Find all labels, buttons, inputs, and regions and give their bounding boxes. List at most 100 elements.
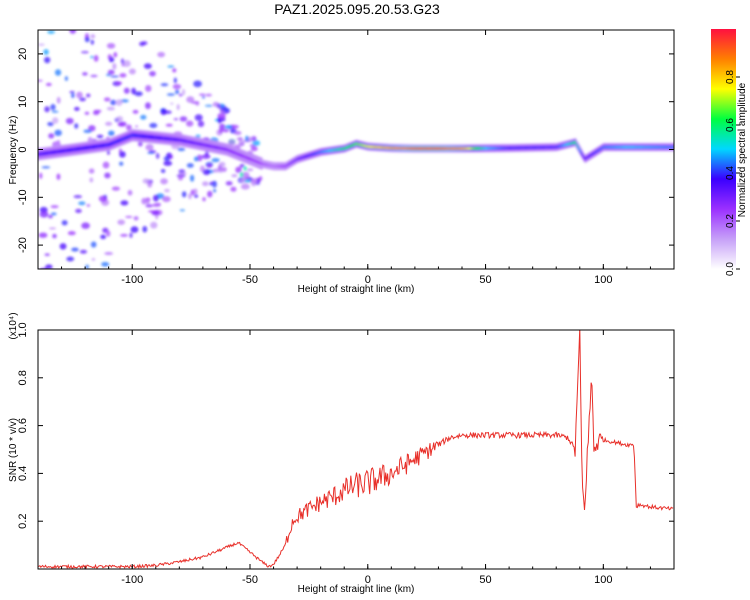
spectrogram-ridge-cell	[270, 164, 273, 167]
spectrogram-cell	[238, 137, 243, 141]
spectrogram-ridge-cell	[176, 137, 178, 142]
colorbar-tick-label: 0.4	[725, 166, 736, 180]
spectrogram-ridge-cell	[341, 147, 344, 151]
spectrogram-cell	[119, 161, 124, 166]
spectrogram-ridge-cell	[144, 134, 147, 139]
spectrogram-ridge-cell	[631, 145, 633, 149]
spectrogram-ridge-cell	[409, 147, 412, 150]
spectrogram-x-ticks: -100 -50 0 50 100	[37, 30, 675, 286]
spectrogram-cell	[96, 134, 104, 139]
spectrogram-ridge-cell	[208, 144, 211, 148]
spectrogram-ridge-cell	[421, 147, 424, 150]
spectrogram-ridge-cell	[358, 143, 361, 146]
spectrogram-cell	[167, 65, 175, 68]
spectrogram-ridge-cell	[205, 143, 208, 148]
spectrogram-ridge-cell	[149, 135, 151, 139]
spectrogram-cell	[190, 189, 195, 196]
spectrogram-cell	[194, 194, 199, 198]
spectrogram-cell	[86, 93, 91, 98]
spectrogram-cell	[176, 104, 180, 111]
spectrogram-ridge-cell	[348, 145, 351, 148]
spectrogram-cell	[45, 264, 53, 269]
spectrogram-ridge-cell	[45, 151, 48, 155]
spectrogram-ridge-cell	[530, 146, 533, 149]
spectrogram-ridge-cell	[551, 145, 554, 149]
spectrogram-ridge-cell	[224, 147, 226, 151]
spectrogram-cell	[62, 287, 67, 291]
spectrogram-cell	[241, 171, 250, 179]
spectrogram-ridge-cell	[44, 151, 47, 156]
spectrogram-cell	[71, 92, 75, 99]
spectrogram-cell	[82, 72, 88, 76]
spectrogram-ridge-cell	[214, 145, 216, 149]
spectrogram-ridge-cell	[663, 145, 666, 149]
spectrogram-ridge-cell	[72, 147, 75, 152]
spectrogram-cell	[83, 129, 92, 133]
spectrogram-ridge-cell	[397, 147, 400, 150]
spectrogram-ridge-cell	[619, 145, 622, 149]
spectrogram-ridge-cell	[178, 138, 181, 142]
spectrogram-cell	[121, 58, 125, 65]
spectrogram-cell	[90, 55, 94, 59]
spectrogram-cell	[163, 156, 171, 162]
spectrogram-ridge-cell	[356, 142, 359, 146]
spectrogram-ridge-cell	[404, 147, 407, 150]
spectrogram-ridge-cell	[457, 147, 460, 150]
spectrogram-cell	[168, 154, 173, 159]
spectrogram-ridge-cell	[629, 145, 632, 149]
spectrogram-cell	[90, 34, 96, 39]
spectrogram-cell	[194, 114, 203, 121]
spectrogram-ridge-cell	[580, 151, 583, 154]
spectrogram-ridge-cell	[416, 147, 419, 150]
spectrogram-ridge-cell	[96, 144, 99, 149]
spectrogram-cell	[173, 77, 177, 84]
spectrogram-cell	[188, 193, 192, 200]
spectrogram-ridge-cell	[616, 145, 619, 149]
spectrogram-ridge-cell	[427, 147, 430, 150]
spectrogram-ridge-cell	[332, 148, 335, 152]
spectrogram-cell	[231, 174, 238, 178]
spectrogram-ridge-cell	[600, 147, 602, 151]
spectrogram-ridge-cell	[286, 164, 289, 167]
spectrogram-ridge-cell	[373, 145, 376, 149]
spectrogram-ridge-cell	[192, 141, 195, 145]
spectrogram-cell	[106, 149, 111, 155]
spectrogram-cell	[111, 186, 121, 191]
spectrogram-ridge-cell	[516, 146, 519, 150]
spectrogram-ridge-cell	[462, 147, 465, 150]
spectrogram-ridge-cell	[475, 147, 478, 150]
y-tick-label: 0.8	[17, 370, 29, 385]
spectrogram-ridge-cell	[567, 142, 570, 146]
spectrogram-cell	[217, 113, 226, 119]
spectrogram-ridge-cell	[229, 149, 232, 153]
spectrogram-ridge-cell	[406, 147, 409, 150]
spectrogram-cell	[178, 93, 183, 97]
spectrogram-ridge-cell	[501, 146, 503, 150]
spectrogram-ridge-cell	[662, 145, 664, 149]
spectrogram-cell	[65, 117, 74, 125]
spectrogram-cell	[197, 120, 205, 128]
spectrogram-ridge-cell	[366, 145, 369, 148]
spectrogram-cell	[40, 283, 46, 290]
spectrogram-ridge-cell	[276, 165, 279, 168]
spectrogram-ridge-cell	[207, 143, 209, 148]
spectrogram-cell	[166, 93, 175, 96]
spectrogram-ridge-cell	[438, 147, 441, 150]
x-tick-label: -50	[242, 574, 258, 586]
spectrogram-ridge-cell	[539, 146, 542, 149]
spectrogram-cell	[193, 156, 199, 162]
spectrogram-ridge-cell	[465, 147, 468, 150]
spectrogram-ridge-cell	[287, 163, 290, 166]
spectrogram-cell	[61, 220, 68, 226]
spectrogram-cell	[250, 146, 258, 152]
spectrogram-cell	[44, 294, 51, 297]
spectrogram-cell	[160, 178, 168, 185]
spectrogram-ridge-cell	[632, 145, 635, 149]
spectrogram-ridge-cell	[110, 141, 113, 146]
spectrogram-ridge-cell	[413, 147, 416, 150]
spectrogram-ridge-cell	[146, 134, 149, 139]
spectrogram-ridge-cell	[499, 146, 502, 150]
spectrogram-ridge-cell	[597, 149, 599, 152]
spectrogram-cell	[154, 202, 162, 206]
spectrogram-ridge-cell	[293, 159, 296, 163]
